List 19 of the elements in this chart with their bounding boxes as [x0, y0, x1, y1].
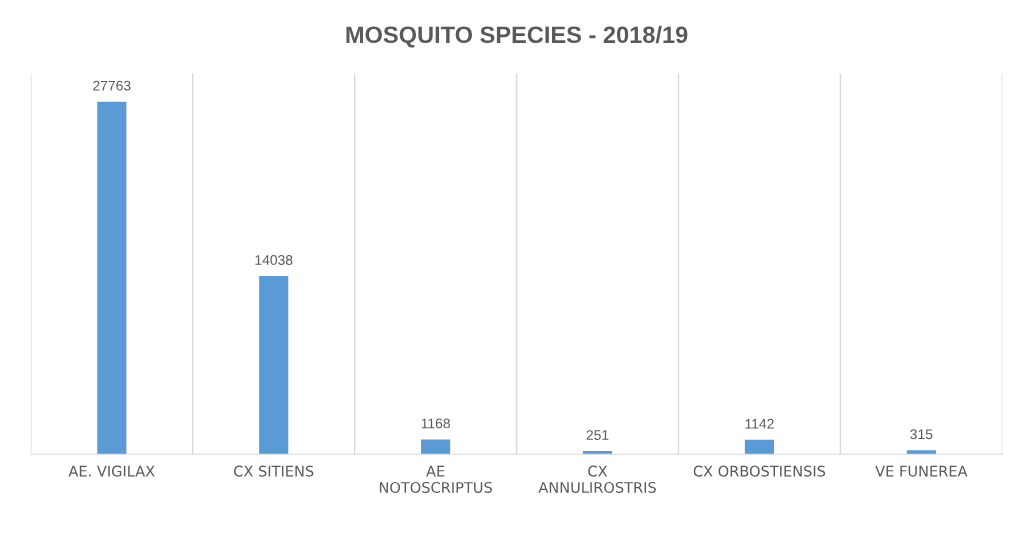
x-tick-label: VE FUNEREA: [875, 465, 968, 477]
data-label: 1168: [421, 418, 450, 429]
bar: [906, 450, 936, 455]
bar: [259, 275, 289, 455]
x-tick-label: AE NOTOSCRIPTUS: [379, 465, 492, 493]
bar: [582, 451, 613, 455]
x-tick-label: CX ANNULIROSTRIS: [538, 465, 656, 493]
x-tick-label: CX ORBOSTIENSIS: [693, 465, 826, 477]
x-tick-label: AE. VIGILAX: [68, 465, 155, 477]
data-label: 1142: [745, 418, 774, 429]
bar: [744, 439, 775, 455]
x-tick-label: CX SITIENS: [234, 465, 314, 477]
bar: [97, 101, 127, 455]
data-label: 251: [586, 430, 609, 440]
bar: [421, 439, 451, 455]
data-label: 14038: [255, 255, 293, 265]
data-label: 315: [910, 429, 933, 440]
chart-title: MOSQUITO SPECIES - 2018/19: [346, 25, 688, 48]
data-label: 27763: [93, 80, 131, 91]
